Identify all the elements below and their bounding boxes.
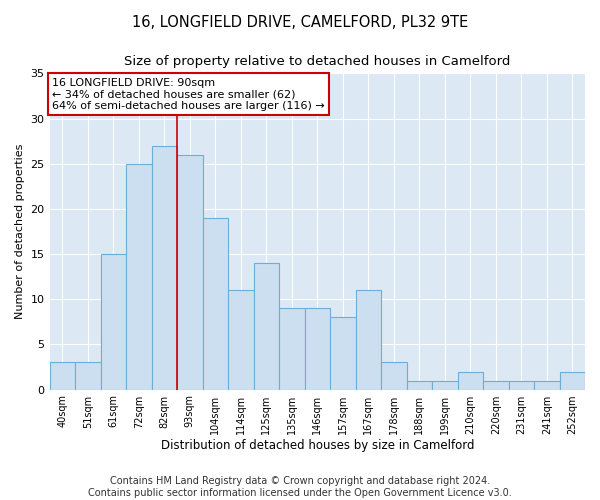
Bar [407,380,432,390]
Bar [203,218,228,390]
Y-axis label: Number of detached properties: Number of detached properties [15,144,25,319]
Bar [101,254,126,390]
Text: 16, LONGFIELD DRIVE, CAMELFORD, PL32 9TE: 16, LONGFIELD DRIVE, CAMELFORD, PL32 9TE [132,15,468,30]
Bar [75,362,101,390]
Bar [228,290,254,390]
Bar [279,308,305,390]
Text: Contains HM Land Registry data © Crown copyright and database right 2024.
Contai: Contains HM Land Registry data © Crown c… [88,476,512,498]
Bar [432,380,458,390]
Bar [177,154,203,390]
Bar [458,372,483,390]
Bar [330,318,356,390]
X-axis label: Distribution of detached houses by size in Camelford: Distribution of detached houses by size … [161,440,474,452]
Text: 16 LONGFIELD DRIVE: 90sqm
← 34% of detached houses are smaller (62)
64% of semi-: 16 LONGFIELD DRIVE: 90sqm ← 34% of detac… [52,78,325,111]
Bar [152,146,177,390]
Bar [560,372,585,390]
Bar [381,362,407,390]
Bar [254,263,279,390]
Bar [534,380,560,390]
Title: Size of property relative to detached houses in Camelford: Size of property relative to detached ho… [124,55,511,68]
Bar [483,380,509,390]
Bar [305,308,330,390]
Bar [126,164,152,390]
Bar [50,362,75,390]
Bar [356,290,381,390]
Bar [509,380,534,390]
